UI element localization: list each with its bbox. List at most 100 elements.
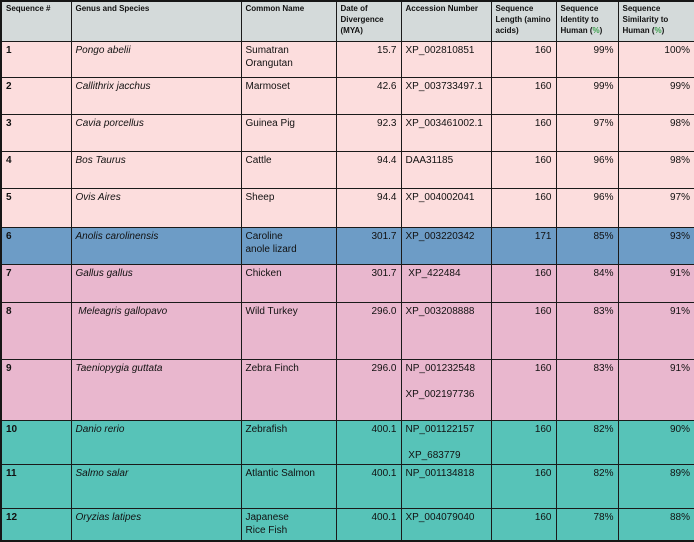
cell-genus-species[interactable]: Oryzias latipes [70, 507, 242, 542]
cell-accession-number[interactable]: DAA31185 [400, 150, 492, 189]
cell-similarity-human[interactable]: 93% [617, 226, 694, 265]
cell-similarity-human[interactable]: 97% [617, 187, 694, 228]
cell-divergence-mya[interactable]: 400.1 [335, 463, 402, 509]
cell-sequence-length[interactable]: 160 [490, 187, 557, 228]
cell-identity-human[interactable]: 78% [555, 507, 619, 542]
column-header-identity-human[interactable]: Sequence Identity to Human (%) [555, 0, 619, 42]
cell-similarity-human[interactable]: 89% [617, 463, 694, 509]
cell-similarity-human[interactable]: 98% [617, 113, 694, 152]
column-header-sequence-number[interactable]: Sequence # [0, 0, 72, 42]
cell-sequence-number[interactable]: 8 [0, 301, 72, 360]
cell-sequence-number[interactable]: 12 [0, 507, 72, 542]
cell-identity-human[interactable]: 83% [555, 301, 619, 360]
cell-similarity-human[interactable]: 91% [617, 358, 694, 421]
cell-accession-number[interactable]: NP_001122157 XP_683779 [400, 419, 492, 465]
cell-divergence-mya[interactable]: 296.0 [335, 358, 402, 421]
cell-similarity-human[interactable]: 99% [617, 76, 694, 115]
column-header-common-name[interactable]: Common Name [240, 0, 337, 42]
cell-common-name[interactable]: Chicken [240, 263, 337, 303]
cell-genus-species[interactable]: Cavia porcellus [70, 113, 242, 152]
cell-identity-human[interactable]: 82% [555, 463, 619, 509]
cell-sequence-number[interactable]: 2 [0, 76, 72, 115]
cell-genus-species[interactable]: Meleagris gallopavo [70, 301, 242, 360]
cell-divergence-mya[interactable]: 94.4 [335, 187, 402, 228]
cell-genus-species[interactable]: Danio rerio [70, 419, 242, 465]
cell-sequence-number[interactable]: 5 [0, 187, 72, 228]
cell-divergence-mya[interactable]: 42.6 [335, 76, 402, 115]
cell-similarity-human[interactable]: 91% [617, 301, 694, 360]
cell-identity-human[interactable]: 99% [555, 76, 619, 115]
cell-sequence-length[interactable]: 160 [490, 76, 557, 115]
cell-identity-human[interactable]: 84% [555, 263, 619, 303]
cell-identity-human[interactable]: 99% [555, 40, 619, 78]
cell-sequence-length[interactable]: 160 [490, 358, 557, 421]
cell-accession-number[interactable]: XP_422484 [400, 263, 492, 303]
cell-identity-human[interactable]: 96% [555, 150, 619, 189]
cell-sequence-number[interactable]: 10 [0, 419, 72, 465]
column-header-divergence-mya[interactable]: Date of Divergence (MYA) [335, 0, 402, 42]
cell-accession-number[interactable]: XP_002810851 [400, 40, 492, 78]
cell-sequence-length[interactable]: 160 [490, 40, 557, 78]
cell-divergence-mya[interactable]: 15.7 [335, 40, 402, 78]
cell-genus-species[interactable]: Salmo salar [70, 463, 242, 509]
cell-sequence-length[interactable]: 160 [490, 463, 557, 509]
column-header-genus-species[interactable]: Genus and Species [70, 0, 242, 42]
cell-genus-species[interactable]: Taeniopygia guttata [70, 358, 242, 421]
cell-divergence-mya[interactable]: 296.0 [335, 301, 402, 360]
cell-sequence-length[interactable]: 160 [490, 263, 557, 303]
cell-sequence-length[interactable]: 160 [490, 419, 557, 465]
cell-divergence-mya[interactable]: 94.4 [335, 150, 402, 189]
cell-similarity-human[interactable]: 90% [617, 419, 694, 465]
cell-genus-species[interactable]: Gallus gallus [70, 263, 242, 303]
cell-accession-number[interactable]: NP_001134818 [400, 463, 492, 509]
cell-identity-human[interactable]: 85% [555, 226, 619, 265]
cell-identity-human[interactable]: 83% [555, 358, 619, 421]
cell-sequence-number[interactable]: 1 [0, 40, 72, 78]
cell-common-name[interactable]: Japanese Rice Fish [240, 507, 337, 542]
column-header-similarity-human[interactable]: Sequence Similarity to Human (%) [617, 0, 694, 42]
cell-similarity-human[interactable]: 91% [617, 263, 694, 303]
cell-identity-human[interactable]: 97% [555, 113, 619, 152]
cell-genus-species[interactable]: Bos Taurus [70, 150, 242, 189]
cell-common-name[interactable]: Atlantic Salmon [240, 463, 337, 509]
cell-sequence-length[interactable]: 171 [490, 226, 557, 265]
cell-common-name[interactable]: Cattle [240, 150, 337, 189]
cell-sequence-length[interactable]: 160 [490, 150, 557, 189]
cell-common-name[interactable]: Sumatran Orangutan [240, 40, 337, 78]
cell-common-name[interactable]: Sheep [240, 187, 337, 228]
cell-sequence-number[interactable]: 4 [0, 150, 72, 189]
cell-divergence-mya[interactable]: 92.3 [335, 113, 402, 152]
cell-similarity-human[interactable]: 98% [617, 150, 694, 189]
cell-divergence-mya[interactable]: 400.1 [335, 419, 402, 465]
cell-genus-species[interactable]: Pongo abelii [70, 40, 242, 78]
cell-accession-number[interactable]: XP_003220342 [400, 226, 492, 265]
cell-divergence-mya[interactable]: 400.1 [335, 507, 402, 542]
cell-sequence-length[interactable]: 160 [490, 113, 557, 152]
column-header-accession-number[interactable]: Accession Number [400, 0, 492, 42]
cell-sequence-number[interactable]: 7 [0, 263, 72, 303]
cell-accession-number[interactable]: XP_003461002.1 [400, 113, 492, 152]
cell-accession-number[interactable]: NP_001232548 XP_002197736 [400, 358, 492, 421]
cell-divergence-mya[interactable]: 301.7 [335, 226, 402, 265]
column-header-sequence-length[interactable]: Sequence Length (amino acids) [490, 0, 557, 42]
cell-sequence-number[interactable]: 9 [0, 358, 72, 421]
cell-genus-species[interactable]: Callithrix jacchus [70, 76, 242, 115]
cell-common-name[interactable]: Zebra Finch [240, 358, 337, 421]
cell-common-name[interactable]: Zebrafish [240, 419, 337, 465]
cell-common-name[interactable]: Caroline anole lizard [240, 226, 337, 265]
cell-common-name[interactable]: Marmoset [240, 76, 337, 115]
cell-common-name[interactable]: Guinea Pig [240, 113, 337, 152]
cell-identity-human[interactable]: 96% [555, 187, 619, 228]
cell-accession-number[interactable]: XP_004079040 [400, 507, 492, 542]
cell-divergence-mya[interactable]: 301.7 [335, 263, 402, 303]
cell-similarity-human[interactable]: 88% [617, 507, 694, 542]
cell-similarity-human[interactable]: 100% [617, 40, 694, 78]
cell-accession-number[interactable]: XP_004002041 [400, 187, 492, 228]
cell-sequence-number[interactable]: 3 [0, 113, 72, 152]
cell-common-name[interactable]: Wild Turkey [240, 301, 337, 360]
cell-sequence-number[interactable]: 11 [0, 463, 72, 509]
cell-accession-number[interactable]: XP_003733497.1 [400, 76, 492, 115]
cell-identity-human[interactable]: 82% [555, 419, 619, 465]
cell-sequence-number[interactable]: 6 [0, 226, 72, 265]
cell-accession-number[interactable]: XP_003208888 [400, 301, 492, 360]
